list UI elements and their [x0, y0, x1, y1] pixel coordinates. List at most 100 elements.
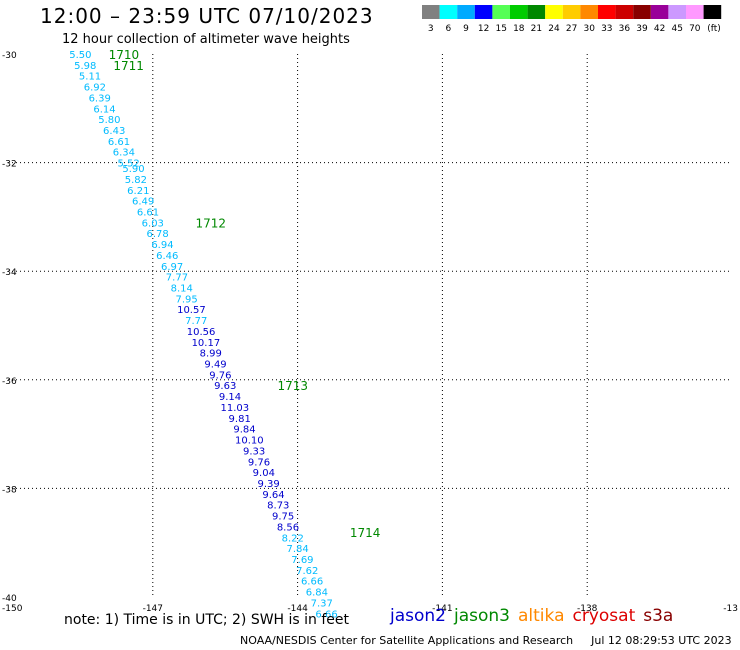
legend-swatch [457, 5, 475, 19]
chart-title: 12:00 – 23:59 UTC 07/10/2023 [40, 4, 374, 28]
wave-height-value: 9.63 [214, 381, 236, 392]
wave-height-value: 9.49 [204, 360, 226, 371]
legend-swatch [650, 5, 669, 19]
wave-height-value: 6.43 [103, 126, 125, 137]
wave-height-value: 10.10 [235, 436, 264, 447]
wave-height-value: 6.61 [108, 137, 130, 148]
wave-height-value: 10.57 [177, 305, 206, 316]
legend-label: 36 [619, 24, 631, 34]
map-grid: -30 -32 -34 -36 -38 -40-150 -147 -144 -141 -138 -1… [2, 51, 738, 614]
wave-height-value: 7.62 [296, 566, 318, 577]
latitude-tick-label: -38 [2, 485, 17, 495]
wave-height-value: 7.95 [175, 294, 197, 305]
satellite-cryosat: cryosat [572, 606, 636, 626]
wave-height-value: 6.21 [127, 186, 149, 197]
footer-timestamp: Jul 12 08:29:53 UTC 2023 [591, 634, 732, 647]
latitude-tick-label: -30 [2, 51, 17, 61]
longitude-tick-label: -138 [577, 604, 598, 614]
latitude-tick-label: -34 [2, 268, 17, 278]
wave-height-value: 9.81 [229, 414, 251, 425]
legend-label: 33 [601, 24, 612, 34]
wave-height-value: 9.39 [258, 479, 280, 490]
note-text: note: 1) Time is in UTC; 2) SWH is in fe… [64, 612, 350, 628]
wave-height-value: 5.52 [118, 159, 140, 170]
longitude-tick-label: -147 [143, 604, 163, 614]
latitude-tick-label: -32 [2, 160, 17, 170]
footer: NOAA/NESDIS Center for Satellite Applica… [240, 634, 732, 647]
legend-swatch [510, 5, 528, 19]
wave-height-value: 5.98 [74, 61, 96, 72]
wave-height-value: 9.75 [272, 512, 294, 523]
wave-height-value: 6.46 [156, 251, 178, 262]
longitude-tick-label: -13 [723, 604, 738, 614]
longitude-tick-label: -144 [287, 604, 308, 614]
legend-swatch [562, 5, 581, 19]
legend-label: 18 [513, 24, 525, 34]
wave-height-value: 6.66 [301, 577, 323, 588]
wave-height-value: 8.99 [200, 349, 222, 360]
wave-height-value: 7.69 [291, 555, 313, 566]
wave-height-value: 6.14 [93, 104, 115, 115]
wave-height-value: 5.80 [98, 115, 120, 126]
latitude-tick-label: -36 [2, 377, 17, 387]
legend-label: 24 [548, 24, 560, 34]
wave-height-value: 10.17 [192, 338, 221, 349]
legend-label: 27 [566, 24, 577, 34]
latitude-tick-label: -40 [2, 594, 17, 604]
wave-height-value: 6.03 [142, 218, 164, 229]
wave-height-value: 9.76 [248, 457, 270, 468]
wave-height-value: 6.49 [132, 197, 154, 208]
footer-credit: NOAA/NESDIS Center for Satellite Applica… [240, 634, 574, 647]
legend-label: 21 [531, 24, 542, 34]
wave-height-value: 5.11 [79, 72, 101, 83]
longitude-tick-label: -150 [2, 604, 23, 614]
legend-label: 39 [636, 24, 648, 34]
wave-height-value: 6.78 [146, 229, 168, 240]
wave-height-value: 6.94 [151, 240, 173, 251]
legend-label: 45 [671, 24, 682, 34]
wave-height-value: 6.61 [137, 207, 159, 218]
time-label: 1713 [277, 379, 308, 393]
wave-height-value: 7.37 [311, 598, 333, 609]
satellite-jason2: jason2 [390, 606, 446, 626]
color-legend: 3 6 9 12 15 18 21 24 27 30 33 36 39 42 45 70 (ft) [422, 5, 722, 34]
wave-height-value: 8.73 [267, 501, 289, 512]
time-label: 1710 [109, 48, 140, 62]
wave-height-value: 6.92 [84, 83, 106, 94]
legend-swatch [439, 5, 458, 19]
legend-label: 15 [495, 24, 506, 34]
legend-swatch [422, 5, 440, 19]
wave-height-value: 6.84 [306, 588, 328, 599]
legend-swatch [703, 5, 722, 19]
wave-height-value: 5.50 [69, 50, 91, 61]
wave-height-value: 9.04 [253, 468, 275, 479]
wave-height-value: 8.22 [282, 533, 304, 544]
legend-label: 6 [446, 24, 452, 34]
wave-height-value: 7.77 [185, 316, 207, 327]
legend-swatch [668, 5, 686, 19]
wave-height-value: 11.03 [221, 403, 250, 414]
legend-swatch [615, 5, 634, 19]
wave-height-value: 10.56 [187, 327, 216, 338]
wave-height-value: 6.39 [89, 93, 111, 104]
longitude-tick-label: -141 [432, 604, 452, 614]
legend-label: 42 [654, 24, 665, 34]
wave-height-value: 6.66 [315, 609, 337, 620]
legend-label: 30 [583, 24, 595, 34]
legend-swatch [474, 5, 493, 19]
legend-label: 70 [689, 24, 701, 34]
time-label: 1712 [195, 216, 226, 230]
chart-subtitle: 12 hour collection of altimeter wave hei… [62, 32, 350, 47]
legend-swatch [545, 5, 563, 19]
satellite-altika: altika [518, 606, 565, 626]
wave-height-value: 8.56 [277, 522, 299, 533]
legend-swatch [598, 5, 616, 19]
wave-height-value: 9.33 [243, 446, 265, 457]
wave-height-track: 5.505.985.116.926.396.145.806.436.616.34… [69, 48, 380, 620]
legend-label: 3 [428, 24, 434, 34]
wave-height-value: 6.97 [161, 262, 183, 273]
wave-height-value: 5.82 [125, 175, 147, 186]
satellite-s3a: s3a [643, 606, 674, 626]
time-label: 1714 [350, 526, 381, 540]
legend-unit: (ft) [707, 24, 721, 34]
